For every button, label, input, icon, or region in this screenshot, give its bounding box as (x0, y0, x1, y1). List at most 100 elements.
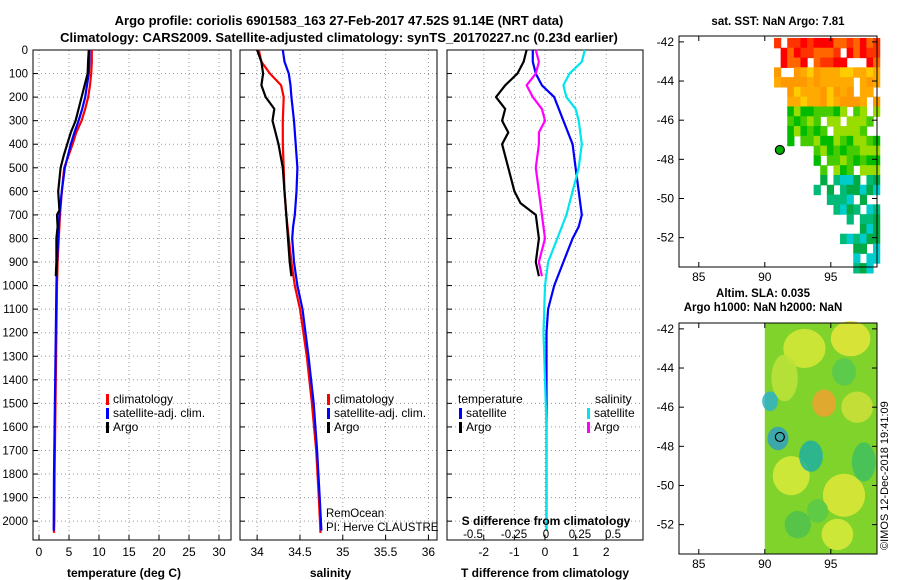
legend-swatch-satellite-adj-clim (106, 408, 109, 419)
annotation-remocean: RemOcean (326, 508, 384, 520)
sst-cell (846, 233, 854, 245)
sst-cell (800, 86, 808, 98)
sst-cell (833, 204, 841, 215)
sst-cell (846, 135, 854, 147)
sst-cell (813, 96, 821, 108)
y-tick-label: 700 (9, 210, 28, 222)
sst-cell (800, 57, 808, 68)
x2-tick-label: 0.25 (569, 529, 591, 541)
sst-cell (793, 47, 802, 59)
sst-cell (833, 57, 841, 68)
sst-cell (846, 47, 854, 59)
sst-cell (833, 126, 841, 137)
y-tick-label: 1800 (2, 469, 28, 481)
sst-cell (813, 86, 821, 98)
x-tick-label: -1 (509, 545, 520, 559)
sst-cell (800, 67, 808, 78)
sst-cell (853, 155, 861, 166)
sst-cell (833, 194, 841, 205)
sst-cell (800, 106, 808, 117)
sst-cell (807, 47, 815, 59)
sla-blob (767, 426, 789, 451)
sst-cell (853, 204, 861, 215)
sst-cell (793, 106, 802, 117)
plot-frame (239, 49, 438, 541)
y-tick-label: 1300 (2, 351, 28, 363)
legend-swatch-argo (106, 422, 109, 433)
argo-position-marker (774, 431, 785, 443)
y-tick-label: 600 (9, 186, 28, 198)
header-line-1: Argo profile: coriolis 6901583_163 27-Fe… (115, 13, 564, 28)
x-tick-label: 5 (66, 545, 73, 559)
sst-cell (774, 67, 782, 78)
sla-blob (830, 321, 871, 357)
sst-cell (820, 126, 828, 137)
sst-cell (853, 96, 861, 108)
sst-cell (840, 126, 848, 137)
sst-cell (846, 204, 854, 215)
sst-cell (833, 155, 841, 166)
series-line-satellite-adj-clim- (52, 50, 91, 531)
sst-cell (787, 126, 795, 137)
x2-tick-label: 0.5 (605, 529, 621, 541)
x-axis-label: T difference from climatology (461, 566, 629, 580)
sst-cell (820, 165, 828, 176)
sst-cell (840, 233, 848, 245)
sla-blob (822, 473, 866, 517)
sst-cell (853, 184, 861, 196)
sst-cell (859, 155, 868, 166)
sst-cell (846, 145, 854, 157)
sst-cell (866, 145, 874, 157)
map-y-tick-label: -52 (657, 518, 675, 532)
map-y-tick-label: -42 (657, 322, 675, 336)
imos-credit: ©IMOS 12-Dec-2018 19:41:09 (879, 401, 891, 550)
legend-label-temperature-satellite: satellite (466, 406, 507, 420)
sst-cell (853, 116, 861, 127)
x-tick-label: 36 (422, 545, 436, 559)
sst-cell (846, 37, 854, 49)
sst-cell (787, 77, 795, 88)
sst-cell (820, 106, 828, 117)
x2-tick-label: -0.5 (463, 529, 483, 541)
sst-cell (853, 47, 861, 59)
sst-cell (846, 67, 854, 78)
sst-cell (859, 96, 868, 108)
y-tick-label: 1400 (2, 375, 28, 387)
sla-blob (771, 354, 798, 402)
sst-cell (866, 57, 874, 68)
sst-cell (866, 263, 874, 274)
sst-cell (840, 67, 848, 78)
sst-cell (813, 37, 821, 49)
sst-cell (774, 77, 782, 88)
sst-cell (859, 77, 868, 88)
sst-cell (866, 165, 874, 176)
sla-blob (832, 358, 856, 386)
sst-cell (807, 106, 815, 117)
sst-cell (826, 67, 835, 78)
sst-cell (853, 135, 861, 147)
sst-cell (859, 37, 868, 49)
sla-blob (799, 440, 823, 472)
sst-cell (833, 86, 841, 98)
sst-cell (853, 253, 861, 264)
sst-cell (866, 67, 874, 78)
sst-cell (820, 37, 828, 49)
sst-cell (866, 135, 874, 147)
sst-cell (813, 106, 821, 117)
legend-label-climatology: climatology (334, 392, 394, 406)
y-tick-label: 500 (9, 163, 28, 175)
sst-cell (780, 47, 788, 59)
sst-cell (859, 86, 868, 98)
map-title: Altim. SLA: 0.035 (716, 288, 811, 300)
sst-cell (866, 77, 874, 88)
y-tick-label: 1500 (2, 398, 28, 410)
map-frame (678, 35, 878, 268)
sst-cell (820, 174, 828, 186)
sst-cell (780, 77, 788, 88)
plot-frame (32, 49, 232, 541)
y-tick-label: 900 (9, 257, 28, 269)
sst-cell (826, 77, 835, 88)
series-line-salinity-argo (525, 49, 547, 277)
sst-cell (800, 126, 808, 137)
series-line-climatology (257, 49, 322, 533)
